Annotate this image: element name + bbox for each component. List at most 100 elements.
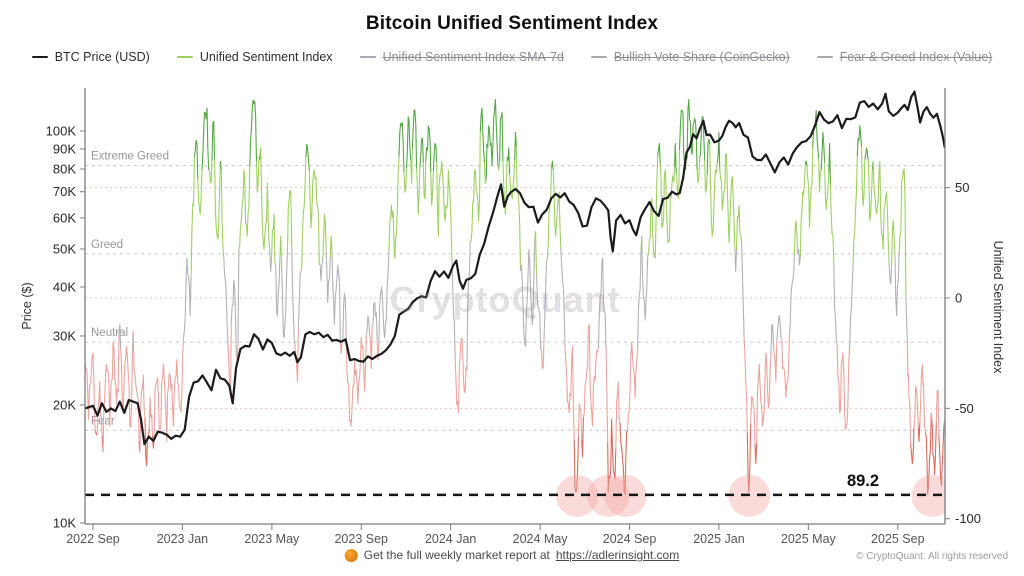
sentiment-series-segment <box>329 235 333 260</box>
price-tick-label: 80K <box>53 161 76 176</box>
sentiment-series-segment <box>891 220 896 267</box>
sentiment-series-segment <box>515 146 522 271</box>
x-tick-label: 2024 May <box>513 532 569 546</box>
price-tick-label: 40K <box>53 279 76 294</box>
band-label: Neutral <box>91 327 128 339</box>
sentiment-series-segment <box>502 157 508 215</box>
sentiment-series-segment <box>806 147 814 228</box>
legend-item-bullish-vote-share-coingecko-[interactable]: Bullish Vote Share (CoinGecko) <box>590 50 790 64</box>
sentiment-series-segment <box>132 331 140 441</box>
axes <box>80 88 950 530</box>
sentiment-series-segment <box>286 189 293 250</box>
legend-item-btc-price-usd-[interactable]: BTC Price (USD) <box>31 50 150 64</box>
legend-item-label: Fear & Greed Index (Value) <box>839 50 993 64</box>
sentiment-series-segment <box>279 235 283 268</box>
sentiment-series-segment <box>148 396 154 437</box>
x-tick-label: 2025 Sep <box>871 532 925 546</box>
sentiment-series-segment <box>425 125 432 172</box>
sentiment-series-segment <box>852 156 858 265</box>
sentiment-series-segment <box>411 109 418 169</box>
sentiment-series-segment <box>479 107 486 163</box>
legend-marker-icon <box>176 55 193 59</box>
sentiment-series-segment <box>905 294 908 339</box>
sentiment-series-segment <box>274 256 281 317</box>
sentiment-series-segment <box>96 381 103 437</box>
sentiment-series-segment <box>371 301 378 341</box>
sentiment-series-segment <box>211 120 216 161</box>
sentiment-series-segment <box>219 161 222 170</box>
sentiment-series-segment <box>318 259 324 281</box>
sentiment-series-segment <box>543 257 548 340</box>
sentiment-series-segment <box>305 143 310 171</box>
sentiment-series-segment <box>208 160 213 184</box>
highlight-circle <box>911 474 945 517</box>
sentiment-series-segment <box>776 315 783 341</box>
sentiment-series-segment <box>560 247 566 348</box>
sentiment-series-segment <box>94 431 98 436</box>
sentiment-series-segment <box>577 403 583 441</box>
sentiment-series-segment <box>754 443 758 465</box>
sentiment-series-segment <box>804 160 808 167</box>
sentiment-series-segment <box>197 169 203 215</box>
sentiment-series-segment <box>535 275 542 350</box>
legend-item-fear-greed-index-value-[interactable]: Fear & Greed Index (Value) <box>816 50 993 64</box>
sentiment-series-segment <box>735 204 743 251</box>
sentiment-series-segment <box>514 131 517 161</box>
watermark: CryptoQuant <box>390 279 621 320</box>
price-tick-label: 90K <box>53 141 76 156</box>
right-axis-title: Unified Sentiment Index <box>991 241 1005 374</box>
sentiment-series-segment <box>924 412 932 495</box>
sentiment-tick-label: -50 <box>955 401 974 416</box>
sentiment-series-segment <box>919 363 926 433</box>
x-tick-label: 2023 Sep <box>334 532 388 546</box>
sentiment-series-segment <box>281 249 289 339</box>
sentiment-series-segment <box>223 258 229 345</box>
sentiment-series-segment <box>654 156 659 259</box>
sentiment-series-segment <box>657 143 661 164</box>
orange-circle-icon <box>344 548 358 562</box>
sentiment-series-segment <box>930 412 933 423</box>
sentiment-series-segment <box>820 131 826 171</box>
legend-marker-icon <box>359 55 376 59</box>
x-tick-label: 2023 Jan <box>157 532 208 546</box>
legend: BTC Price (USD) Unified Sentiment Index Un… <box>0 50 1024 64</box>
band-label: Greed <box>91 239 123 251</box>
sentiment-series-segment <box>725 153 736 250</box>
sentiment-series-segment <box>734 249 738 273</box>
x-tick-label: 2023 May <box>244 532 300 546</box>
sentiment-series-segment <box>860 146 866 206</box>
legend-item-unified-sentiment-index[interactable]: Unified Sentiment Index <box>176 50 333 64</box>
footer-text: Get the full weekly market report at <box>363 548 550 562</box>
sentiment-series-segment <box>894 252 900 317</box>
page-title: Bitcoin Unified Sentiment Index <box>365 13 659 34</box>
sentiment-series-segment <box>818 158 822 193</box>
sentiment-series-segment <box>485 98 499 179</box>
sentiment-series-segment <box>201 107 210 170</box>
sentiment-series-segment <box>684 98 698 171</box>
sentiment-series-segment <box>546 166 553 258</box>
sentiment-series-segment <box>214 159 221 240</box>
sentiment-series-segment <box>788 254 795 338</box>
sentiment-series-segment <box>153 337 185 443</box>
highlight-circle <box>604 474 647 517</box>
sentiment-series-segment <box>436 160 453 259</box>
sentiment-series-segment <box>678 109 686 164</box>
legend-item-unified-sentiment-index-sma-7d[interactable]: Unified Sentiment Index SMA-7d <box>359 50 564 64</box>
sentiment-series-segment <box>864 147 869 161</box>
sentiment-series-segment <box>271 213 276 263</box>
sentiment-series-segment <box>291 244 296 347</box>
sentiment-series-segment <box>369 327 373 370</box>
highlight-circle <box>555 474 598 517</box>
sentiment-series-segment <box>605 346 609 443</box>
sentiment-series-segment <box>913 385 919 428</box>
sentiment-series-segment <box>509 160 516 200</box>
footer-link[interactable]: https://adlerinsight.com <box>555 548 680 562</box>
sentiment-series-segment <box>836 344 851 431</box>
sentiment-series-segment <box>607 418 617 493</box>
sentiment-series-segment <box>716 131 721 169</box>
sentiment-series-segment <box>193 139 199 179</box>
sentiment-series-segment <box>220 169 225 259</box>
legend-marker-icon <box>31 55 48 59</box>
sentiment-series-segment <box>499 112 504 162</box>
sentiment-series-segment <box>255 157 260 193</box>
